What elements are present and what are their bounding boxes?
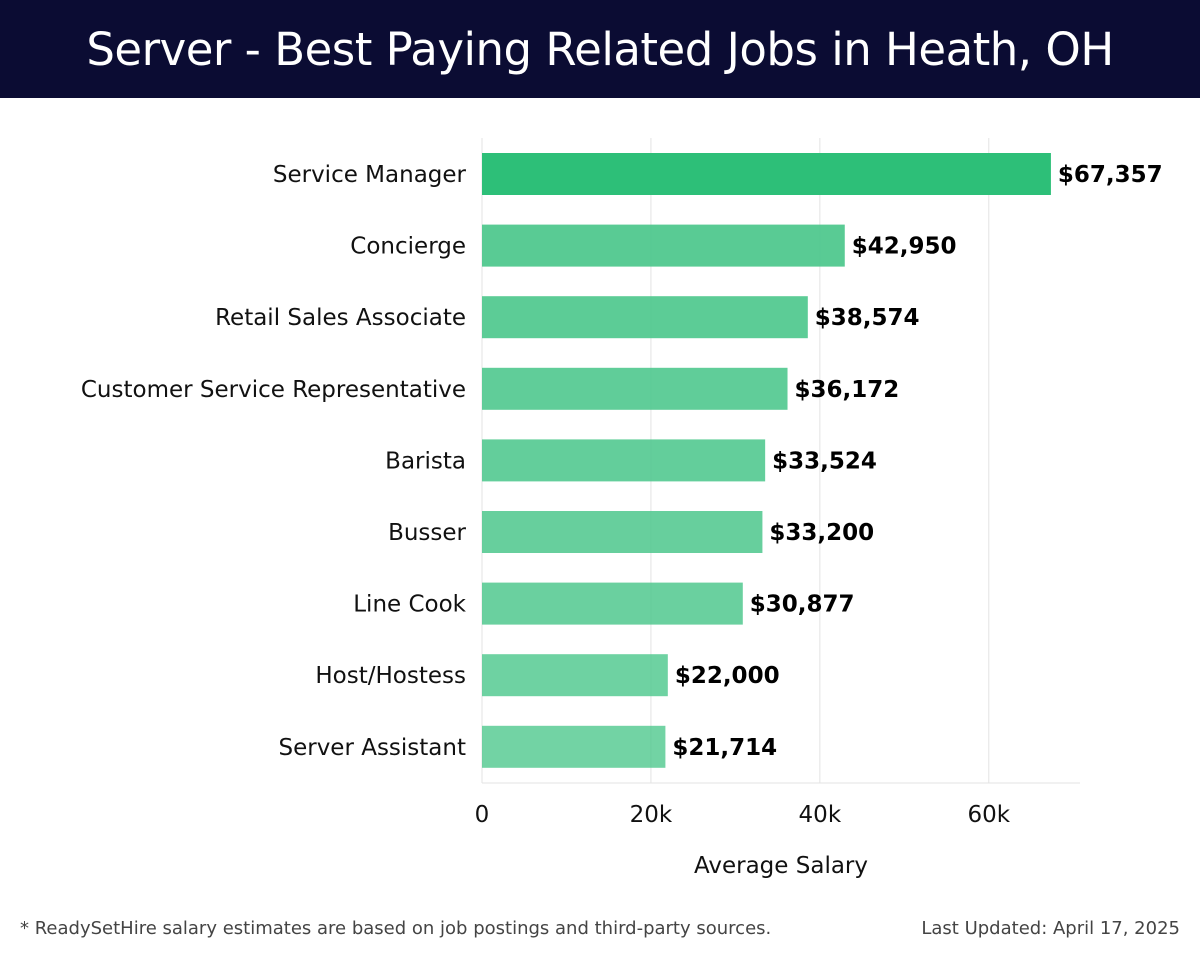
category-label: Server Assistant <box>278 735 466 761</box>
title-bar: Server - Best Paying Related Jobs in Hea… <box>0 0 1200 98</box>
bar <box>482 367 788 410</box>
category-label: Retail Sales Associate <box>215 305 466 331</box>
category-label: Busser <box>388 520 466 546</box>
data-label: $33,200 <box>769 520 874 546</box>
x-axis-label: Average Salary <box>694 853 868 879</box>
bar <box>482 654 668 697</box>
x-tick-label: 0 <box>475 802 490 828</box>
category-label: Host/Hostess <box>315 663 466 689</box>
category-label: Concierge <box>350 234 466 260</box>
data-label: $21,714 <box>672 735 777 761</box>
last-updated: Last Updated: April 17, 2025 <box>921 918 1180 939</box>
bar <box>482 582 743 625</box>
category-label: Customer Service Representative <box>81 377 466 403</box>
bar <box>482 439 766 482</box>
data-label: $36,172 <box>795 377 900 403</box>
bar <box>482 511 763 553</box>
chart-title: Server - Best Paying Related Jobs in Hea… <box>86 22 1114 76</box>
x-tick-label: 40k <box>799 802 842 828</box>
data-label: $33,524 <box>772 448 877 474</box>
bar <box>482 224 845 267</box>
bar <box>482 296 808 339</box>
data-label: $22,000 <box>675 663 780 689</box>
category-label: Barista <box>385 448 466 474</box>
footnote: * ReadySetHire salary estimates are base… <box>20 918 772 939</box>
bar <box>482 153 1051 195</box>
data-label: $42,950 <box>852 234 957 260</box>
x-tick-label: 60k <box>967 802 1010 828</box>
data-label: $38,574 <box>815 305 920 331</box>
category-label: Line Cook <box>353 592 466 618</box>
x-tick-label: 20k <box>630 802 673 828</box>
data-label: $67,357 <box>1058 162 1163 188</box>
data-label: $30,877 <box>750 592 855 618</box>
bar <box>482 725 666 768</box>
category-label: Service Manager <box>273 162 467 188</box>
